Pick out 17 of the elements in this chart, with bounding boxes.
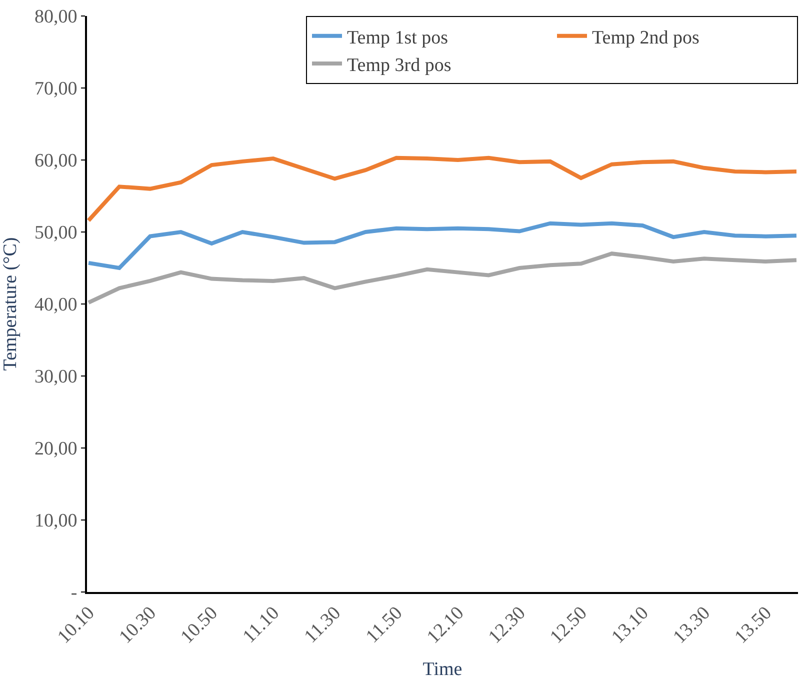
y-tick-label: 30,00 [34, 366, 78, 388]
legend-label: Temp 3rd pos [347, 54, 452, 76]
legend-label: Temp 1st pos [347, 27, 448, 48]
y-tick-label: 20,00 [34, 438, 78, 460]
x-axis-title: Time [422, 659, 462, 680]
line-series [87, 156, 798, 222]
y-tick-label: 50,00 [34, 222, 78, 244]
y-tick-label: 10,00 [34, 510, 78, 532]
legend-label: Temp 2nd pos [592, 27, 700, 48]
y-tick-label: 70,00 [34, 78, 78, 100]
y-axis-title: Temperature (°C) [0, 237, 21, 371]
y-tick-label: - [70, 582, 78, 604]
y-tick-label: 80,00 [34, 6, 78, 28]
y-tick-label: 60,00 [34, 150, 78, 172]
line-series [87, 221, 798, 270]
line-series [87, 252, 798, 305]
y-tick-label: 40,00 [34, 294, 78, 316]
